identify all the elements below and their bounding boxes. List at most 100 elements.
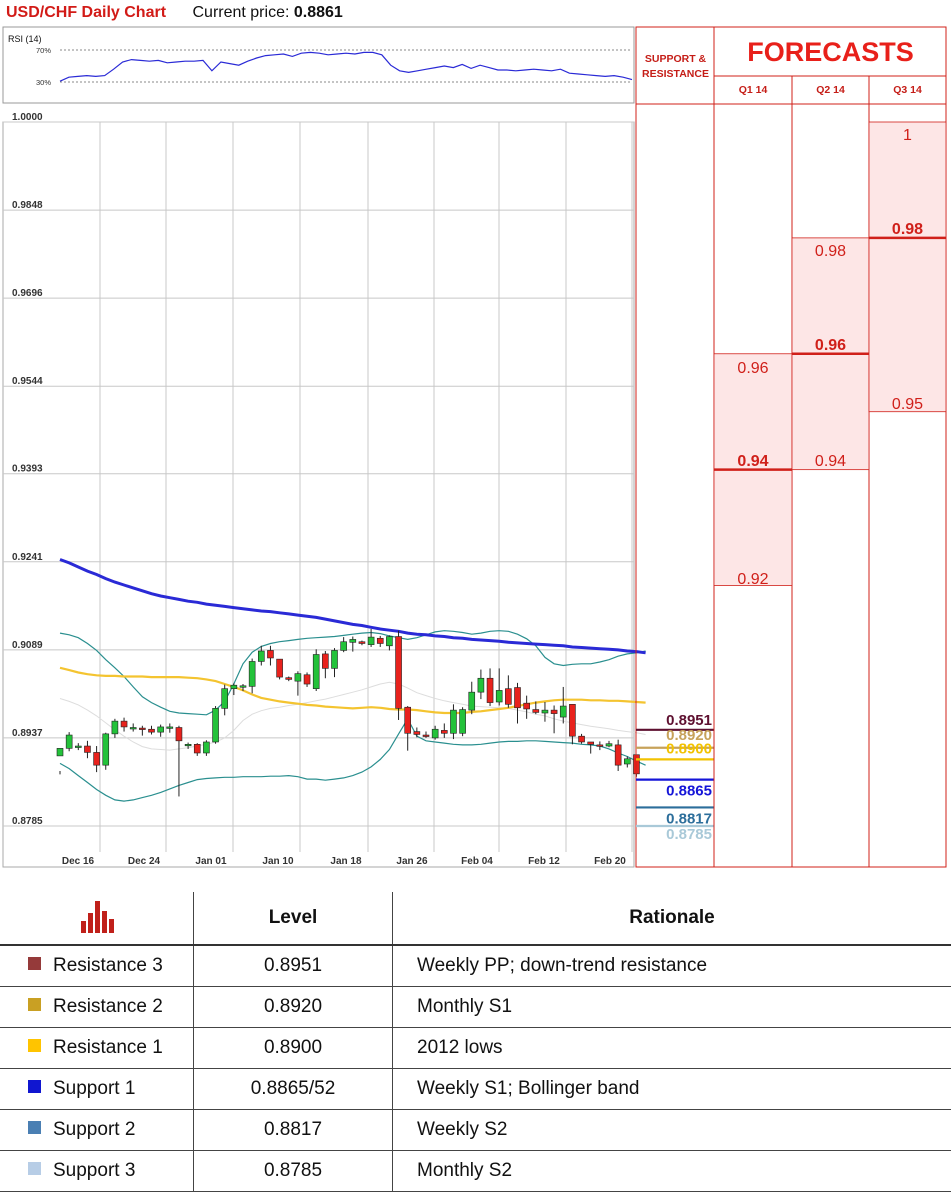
table-header-row: Level Rationale <box>0 892 951 946</box>
candles <box>56 628 640 797</box>
x-tick-label: Feb 20 <box>594 856 626 867</box>
candle-body <box>367 636 375 645</box>
candle-body <box>532 709 540 713</box>
x-tick-label: Jan 10 <box>262 856 294 867</box>
indicator-line <box>59 681 646 751</box>
color-swatch <box>28 1162 41 1176</box>
candle-body <box>514 687 521 709</box>
candle-body <box>84 745 91 753</box>
candle-body <box>386 636 393 647</box>
y-tick-label: 0.8937 <box>12 728 43 739</box>
level-value: 0.8785 <box>193 1150 393 1192</box>
chart-title: USD/CHF Daily Chart <box>6 4 167 21</box>
sr-level-label: 0.8817 <box>666 810 712 827</box>
candle-body <box>614 744 622 766</box>
q1-low-value: 0.92 <box>737 571 769 588</box>
candle-body <box>440 730 448 734</box>
sr-level-label: 0.8920 <box>666 727 712 744</box>
candle-body <box>358 641 366 644</box>
y-tick-label: 0.9241 <box>12 552 43 563</box>
candle-body <box>221 688 228 709</box>
level-value: 0.8920 <box>193 986 393 1028</box>
x-axis: Dec 16 Dec 24 Jan 01 Jan 10 Jan 18 Jan 26 Feb … <box>62 856 626 867</box>
level-name: Support 3 <box>53 1160 136 1181</box>
table-row: Support 1 0.8865/52 Weekly S1; Bollinger… <box>0 1068 951 1110</box>
candle-body <box>413 731 421 735</box>
q1-high-value: 0.96 <box>737 360 769 377</box>
indicator-lines <box>59 558 646 802</box>
level-value: 0.8900 <box>193 1027 393 1069</box>
candle-body <box>395 636 402 709</box>
candle-body <box>331 650 338 669</box>
rsi-label: RSI (14) <box>8 34 42 44</box>
candle-body <box>65 734 73 749</box>
q3-mid-value: 0.98 <box>891 221 924 238</box>
y-tick-label: 0.9089 <box>12 640 43 651</box>
rsi-panel <box>2 26 635 104</box>
level-name: Support 1 <box>53 1078 136 1099</box>
level-rationale: 2012 lows <box>392 1027 951 1069</box>
x-tick-label: Jan 01 <box>195 856 227 867</box>
forecast-boxes <box>713 121 947 586</box>
y-axis: 1.0000 0.9848 0.9696 0.9544 0.9393 0.9241 0.90… <box>12 112 43 827</box>
q3-high-value: 1 <box>903 127 912 144</box>
candle-body <box>212 708 219 743</box>
level-rationale: Weekly S2 <box>392 1109 951 1151</box>
quarter-header-q1: Q1 14 <box>738 84 768 96</box>
color-swatch <box>28 1121 41 1135</box>
rationale-header: Rationale <box>392 892 951 946</box>
rsi-line <box>59 51 633 82</box>
candle-body <box>166 726 174 729</box>
y-tick-label: 0.9696 <box>12 288 43 299</box>
candle-body <box>56 748 64 757</box>
indicator-line <box>59 558 646 655</box>
indicator-line <box>59 630 646 716</box>
candle-body <box>495 690 503 703</box>
y-tick-label: 0.9544 <box>12 376 43 387</box>
x-tick-label: Jan 26 <box>396 856 428 867</box>
candle-body <box>559 705 567 718</box>
color-swatch <box>28 957 41 971</box>
table-row: Resistance 2 0.8920 Monthly S1 <box>0 986 951 1028</box>
candle-body <box>257 650 265 662</box>
sr-level-label: 0.8900 <box>666 740 712 757</box>
candle-body <box>376 637 384 644</box>
level-value: 0.8817 <box>193 1109 393 1151</box>
candle-body <box>111 720 119 735</box>
sr-title-line-2: RESISTANCE <box>642 68 709 80</box>
x-tick-label: Feb 04 <box>461 856 493 867</box>
q3-low-value: 0.95 <box>891 396 924 413</box>
candle-body <box>285 677 293 680</box>
q2-high-value: 0.98 <box>814 243 847 260</box>
quarter-header-q2: Q2 14 <box>816 84 845 96</box>
candle-body <box>303 674 311 685</box>
candle-body <box>184 744 192 747</box>
candle-body <box>486 677 494 703</box>
sr-level-label: 0.8951 <box>666 712 712 729</box>
level-name: Resistance 3 <box>53 955 163 976</box>
candle-body <box>294 673 302 682</box>
candle-body <box>422 734 430 737</box>
level-rationale: Monthly S2 <box>392 1150 951 1192</box>
candle-body <box>129 727 137 730</box>
sr-level-label: 0.8785 <box>666 826 712 843</box>
indicator-line <box>59 666 646 715</box>
candle-body <box>120 720 128 728</box>
color-swatch <box>28 998 41 1012</box>
candle-body <box>230 684 238 689</box>
sr-title: SUPPORT & RESISTANCE <box>637 52 714 82</box>
level-value: 0.8865/52 <box>193 1068 393 1110</box>
x-tick-label: Jan 18 <box>330 856 362 867</box>
chart-header: USD/CHF Daily Chart Current price: 0.886… <box>6 2 343 24</box>
candle-body <box>477 677 485 693</box>
candle-body <box>578 735 585 743</box>
candle-body <box>505 688 512 705</box>
y-tick-label: 0.9393 <box>12 464 43 475</box>
table-row: Resistance 3 0.8951 Weekly PP; down-tren… <box>0 945 951 987</box>
forecast-range-box <box>868 121 947 413</box>
y-tick-label: 0.9848 <box>12 200 43 211</box>
candle-body <box>276 658 283 678</box>
level-name: Resistance 1 <box>53 1037 163 1058</box>
candle-body <box>450 709 457 734</box>
usdchf-chart: RSI (14) 70% 30% 1.0000 0.9848 0.9696 0.954… <box>2 26 947 868</box>
